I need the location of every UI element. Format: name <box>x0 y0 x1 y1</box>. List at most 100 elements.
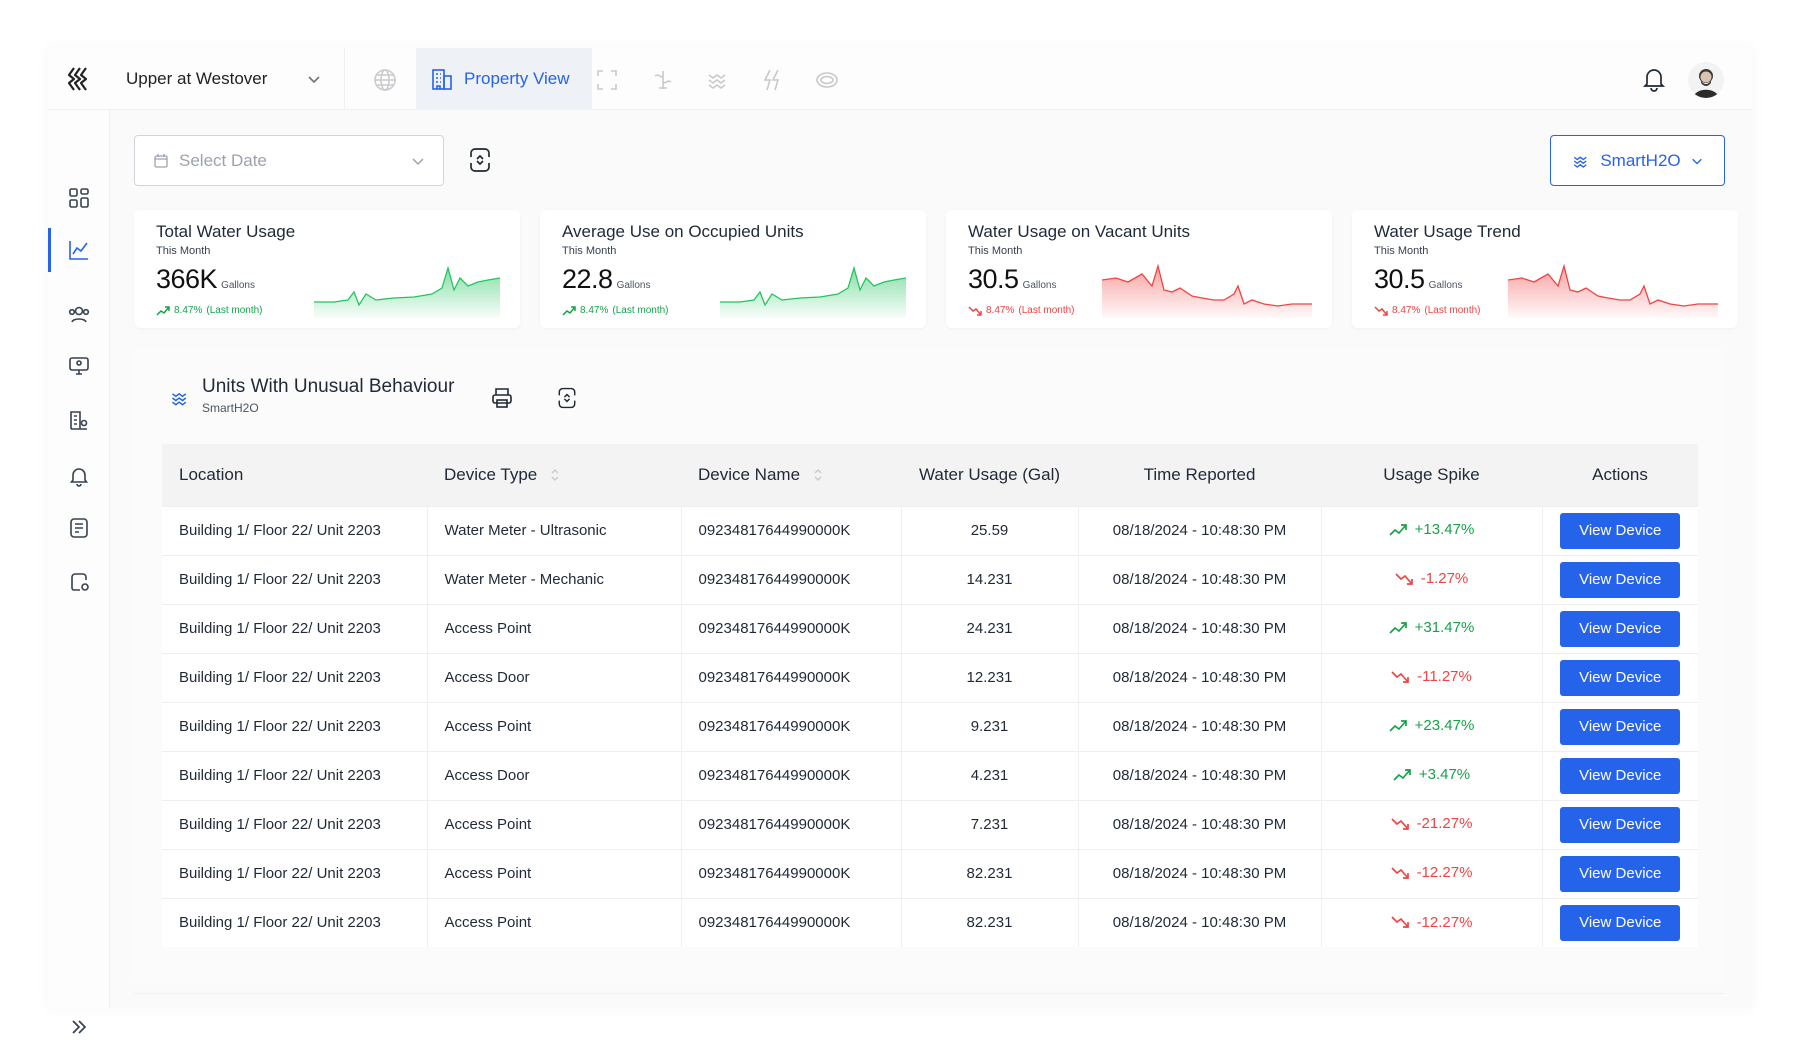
bell-icon[interactable] <box>1640 65 1668 93</box>
expand-icon[interactable] <box>594 67 620 93</box>
device-settings-icon[interactable] <box>67 570 91 594</box>
cell-water-usage: 14.231 <box>901 554 1079 604</box>
cell-time-reported: 08/18/2024 - 10:48:30 PM <box>1078 799 1322 849</box>
table-header-row: Location Device Type Device Name Water U… <box>162 444 1698 506</box>
chevron-down-icon <box>308 76 320 84</box>
alert-bell-icon[interactable] <box>67 464 91 488</box>
cell-actions: View Device <box>1542 505 1698 555</box>
view-device-button[interactable]: View Device <box>1560 561 1681 598</box>
view-device-button[interactable]: View Device <box>1560 708 1681 745</box>
view-device-button[interactable]: View Device <box>1560 904 1681 941</box>
cell-usage-spike: -11.27% <box>1321 652 1543 702</box>
water-waves-icon[interactable] <box>705 67 731 93</box>
cell-usage-spike: -21.27% <box>1321 799 1543 849</box>
refresh-icon[interactable] <box>555 385 579 411</box>
trend-up-icon <box>1389 621 1407 634</box>
cell-time-reported: 08/18/2024 - 10:48:30 PM <box>1078 652 1322 702</box>
column-header-device-type[interactable]: Device Type <box>427 444 681 506</box>
water-waves-icon <box>1574 155 1587 168</box>
cell-device-type: Access Point <box>427 799 682 849</box>
view-device-button[interactable]: View Device <box>1560 855 1681 892</box>
view-device-button[interactable]: View Device <box>1560 659 1681 696</box>
usage-spike-value: +13.47% <box>1414 521 1475 539</box>
analytics-chart-icon[interactable] <box>67 238 91 262</box>
cell-actions: View Device <box>1542 750 1698 800</box>
cell-location: Building 1/ Floor 22/ Unit 2203 <box>162 897 428 947</box>
date-select[interactable]: Select Date <box>134 135 444 186</box>
table-row: Building 1/ Floor 22/ Unit 2203 Access Po… <box>162 799 1698 849</box>
cell-actions: View Device <box>1542 799 1698 849</box>
users-icon[interactable] <box>67 302 91 326</box>
user-avatar[interactable] <box>1688 62 1724 98</box>
chevron-down-icon <box>412 158 424 166</box>
kpi-delta: 8.47% (Last month) <box>1374 305 1481 316</box>
view-device-button[interactable]: View Device <box>1560 806 1681 843</box>
view-device-button[interactable]: View Device <box>1560 757 1681 794</box>
column-header-usage-spike[interactable]: Usage Spike <box>1321 444 1542 506</box>
kpi-value: 366K Gallons <box>156 264 255 294</box>
cell-time-reported: 08/18/2024 - 10:48:30 PM <box>1078 701 1322 751</box>
notes-icon[interactable] <box>67 516 91 540</box>
column-header-time-reported[interactable]: Time Reported <box>1078 444 1321 506</box>
expand-sidebar-icon[interactable] <box>70 1018 88 1036</box>
table-row: Building 1/ Floor 22/ Unit 2203 Access Po… <box>162 897 1698 947</box>
water-waves-icon <box>172 392 187 406</box>
tab-property-view-label: Property View <box>464 69 570 88</box>
kpi-delta: 8.47% (Last month) <box>968 305 1075 316</box>
cell-usage-spike: +23.47% <box>1321 701 1543 751</box>
column-header-actions: Actions <box>1542 444 1698 506</box>
column-header-location[interactable]: Location <box>162 444 427 506</box>
brand-logo-icon[interactable] <box>66 66 90 92</box>
ring-icon[interactable] <box>814 67 840 93</box>
cell-time-reported: 08/18/2024 - 10:48:30 PM <box>1078 505 1322 555</box>
refresh-icon[interactable] <box>466 145 494 175</box>
dashboard-grid-icon[interactable] <box>67 186 91 210</box>
energy-bolt-icon[interactable] <box>760 67 786 93</box>
cell-usage-spike: -12.27% <box>1321 897 1543 947</box>
sparkline-chart <box>1508 264 1718 318</box>
usage-spike-value: -11.27% <box>1417 668 1472 686</box>
globe-icon[interactable] <box>372 67 398 93</box>
kpi-card-occupied-units: Average Use on Occupied Units This Month… <box>540 210 926 328</box>
trend-up-icon <box>1389 523 1407 536</box>
kpi-delta: 8.47% (Last month) <box>156 305 263 316</box>
cell-usage-spike: +3.47% <box>1321 750 1543 800</box>
cell-actions: View Device <box>1542 848 1698 898</box>
sort-icon[interactable] <box>551 468 559 482</box>
brand-select[interactable]: SmartH2O <box>1550 135 1725 186</box>
cell-location: Building 1/ Floor 22/ Unit 2203 <box>162 848 428 898</box>
kpi-title: Total Water Usage <box>156 222 296 241</box>
cell-actions: View Device <box>1542 897 1698 947</box>
cell-water-usage: 82.231 <box>901 897 1079 947</box>
building-icon <box>432 69 452 90</box>
tab-property-view[interactable]: Property View <box>416 48 592 110</box>
cell-device-type: Access Door <box>427 652 682 702</box>
column-header-device-name[interactable]: Device Name <box>681 444 901 506</box>
cell-location: Building 1/ Floor 22/ Unit 2203 <box>162 750 428 800</box>
hvac-icon[interactable] <box>650 67 676 93</box>
sort-icon[interactable] <box>814 468 822 482</box>
property-select-value: Upper at Westover <box>126 69 268 88</box>
print-icon[interactable] <box>490 386 514 410</box>
property-select[interactable]: Upper at Westover <box>126 67 321 91</box>
usage-spike-value: -12.27% <box>1416 864 1473 882</box>
cell-time-reported: 08/18/2024 - 10:48:30 PM <box>1078 848 1322 898</box>
trend-down-icon <box>1374 305 1388 316</box>
cell-device-name: 09234817644990000K <box>681 848 902 898</box>
cell-device-type: Water Meter - Ultrasonic <box>427 505 682 555</box>
kpi-value: 22.8 Gallons <box>562 264 651 294</box>
kpi-title: Water Usage on Vacant Units <box>968 222 1191 241</box>
building-report-icon[interactable] <box>67 408 91 432</box>
kpi-period: This Month <box>156 245 211 257</box>
trend-up-icon <box>156 305 170 316</box>
view-device-button[interactable]: View Device <box>1560 610 1681 647</box>
monitor-user-icon[interactable] <box>67 354 91 378</box>
cell-location: Building 1/ Floor 22/ Unit 2203 <box>162 603 428 653</box>
app-window: Upper at Westover Property View <box>48 48 1752 1034</box>
column-header-water-usage[interactable]: Water Usage (Gal) <box>901 444 1078 506</box>
usage-spike-value: -1.27% <box>1420 570 1469 588</box>
cell-time-reported: 08/18/2024 - 10:48:30 PM <box>1078 750 1322 800</box>
usage-spike-value: -12.27% <box>1416 913 1473 931</box>
view-device-button[interactable]: View Device <box>1560 512 1681 549</box>
divider <box>344 48 345 110</box>
